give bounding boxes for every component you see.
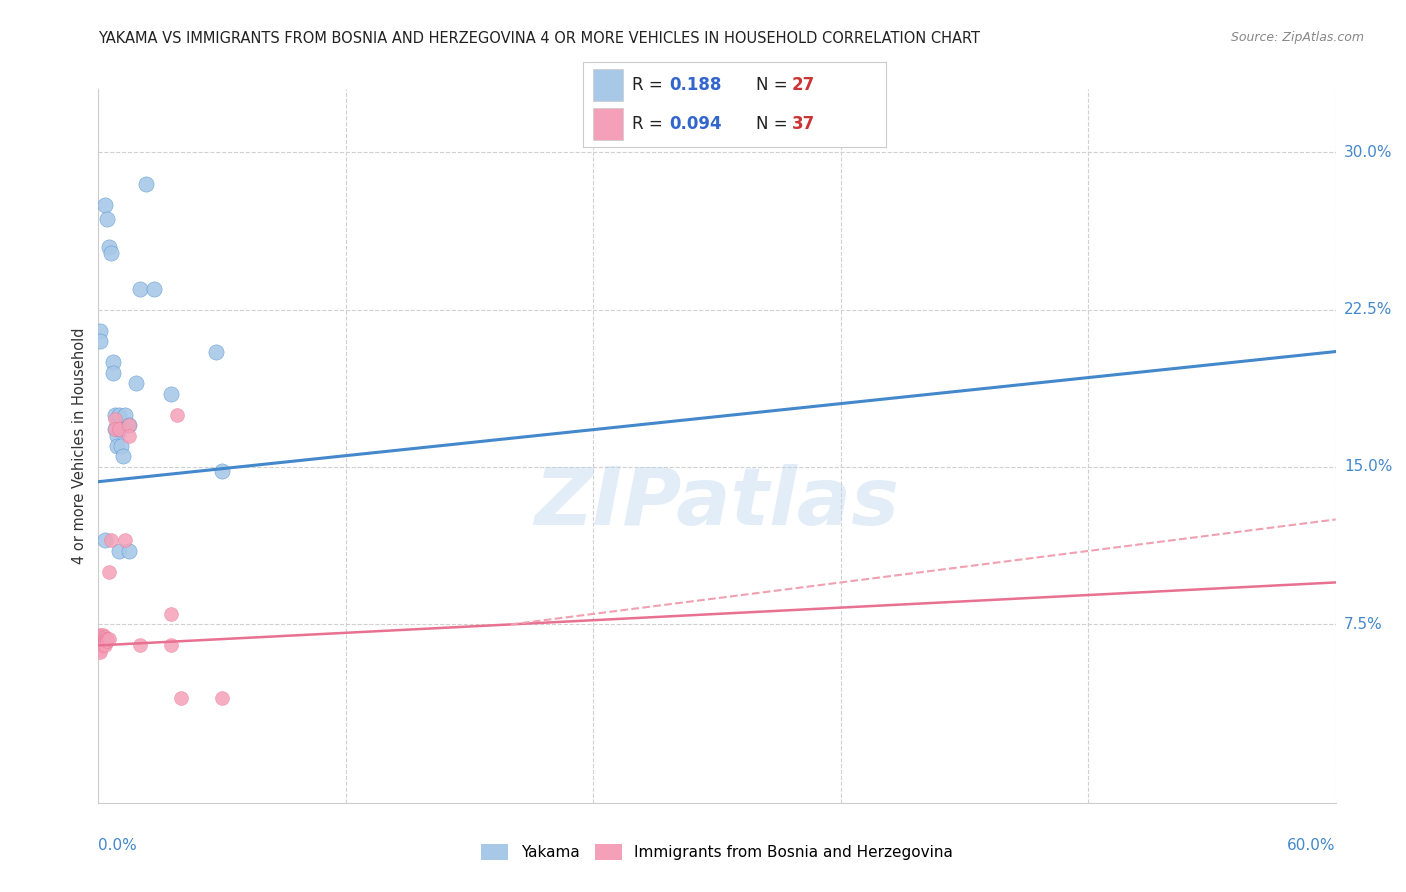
Point — [159, 386, 181, 401]
Point — [105, 439, 128, 453]
Point — [89, 628, 111, 642]
Point — [91, 630, 114, 644]
Point — [118, 417, 141, 432]
Text: 0.0%: 0.0% — [98, 838, 138, 854]
Text: 27: 27 — [792, 77, 815, 95]
Point — [97, 239, 120, 253]
Point — [211, 464, 233, 478]
FancyBboxPatch shape — [592, 108, 623, 140]
Point — [124, 376, 146, 390]
Point — [104, 411, 127, 425]
Point — [91, 636, 114, 650]
Point — [110, 439, 132, 453]
Point — [91, 634, 114, 648]
Point — [93, 639, 115, 653]
Point — [89, 642, 111, 657]
Point — [112, 450, 135, 464]
Text: N =: N = — [756, 115, 793, 133]
Point — [91, 632, 114, 646]
Point — [93, 634, 115, 648]
Point — [91, 628, 114, 642]
Point — [91, 639, 114, 653]
Point — [108, 422, 131, 436]
Point — [118, 544, 141, 558]
Y-axis label: 4 or more Vehicles in Household: 4 or more Vehicles in Household — [72, 327, 87, 565]
Point — [89, 324, 111, 338]
Point — [101, 366, 124, 380]
Point — [143, 282, 166, 296]
Text: 0.188: 0.188 — [669, 77, 723, 95]
Point — [100, 246, 122, 260]
Point — [114, 533, 136, 548]
Text: 37: 37 — [792, 115, 815, 133]
Point — [93, 636, 115, 650]
FancyBboxPatch shape — [592, 70, 623, 102]
Point — [96, 632, 118, 646]
Text: ZIPatlas: ZIPatlas — [534, 464, 900, 542]
Point — [89, 645, 111, 659]
Point — [89, 639, 111, 653]
Point — [118, 417, 141, 432]
Point — [93, 533, 115, 548]
Point — [211, 690, 233, 705]
Point — [205, 344, 228, 359]
Text: YAKAMA VS IMMIGRANTS FROM BOSNIA AND HERZEGOVINA 4 OR MORE VEHICLES IN HOUSEHOLD: YAKAMA VS IMMIGRANTS FROM BOSNIA AND HER… — [98, 31, 980, 46]
Text: 60.0%: 60.0% — [1288, 838, 1336, 854]
Point — [89, 630, 111, 644]
Point — [135, 177, 157, 191]
Point — [128, 639, 150, 653]
Point — [108, 544, 131, 558]
Text: R =: R = — [631, 115, 668, 133]
Text: 30.0%: 30.0% — [1344, 145, 1392, 160]
Point — [108, 422, 131, 436]
Point — [105, 428, 128, 442]
Text: 22.5%: 22.5% — [1344, 302, 1392, 317]
Text: 0.094: 0.094 — [669, 115, 723, 133]
Point — [170, 690, 193, 705]
Point — [104, 422, 127, 436]
Point — [100, 533, 122, 548]
Point — [97, 632, 120, 646]
Point — [159, 639, 181, 653]
Text: N =: N = — [756, 77, 793, 95]
Point — [104, 422, 127, 436]
Point — [104, 408, 127, 422]
Point — [159, 607, 181, 621]
Point — [93, 197, 115, 211]
Point — [89, 334, 111, 348]
Point — [96, 212, 118, 227]
Point — [89, 640, 111, 655]
Point — [96, 634, 118, 648]
Point — [89, 636, 111, 650]
Text: 7.5%: 7.5% — [1344, 617, 1382, 632]
Point — [101, 355, 124, 369]
Point — [89, 632, 111, 646]
Point — [89, 634, 111, 648]
Point — [166, 408, 188, 422]
Point — [93, 630, 115, 644]
Point — [128, 282, 150, 296]
Legend: Yakama, Immigrants from Bosnia and Herzegovina: Yakama, Immigrants from Bosnia and Herze… — [475, 838, 959, 866]
Point — [97, 565, 120, 579]
Text: 15.0%: 15.0% — [1344, 459, 1392, 475]
Text: Source: ZipAtlas.com: Source: ZipAtlas.com — [1230, 31, 1364, 45]
Point — [114, 408, 136, 422]
Point — [108, 408, 131, 422]
Point — [118, 428, 141, 442]
Text: R =: R = — [631, 77, 668, 95]
Point — [93, 632, 115, 646]
